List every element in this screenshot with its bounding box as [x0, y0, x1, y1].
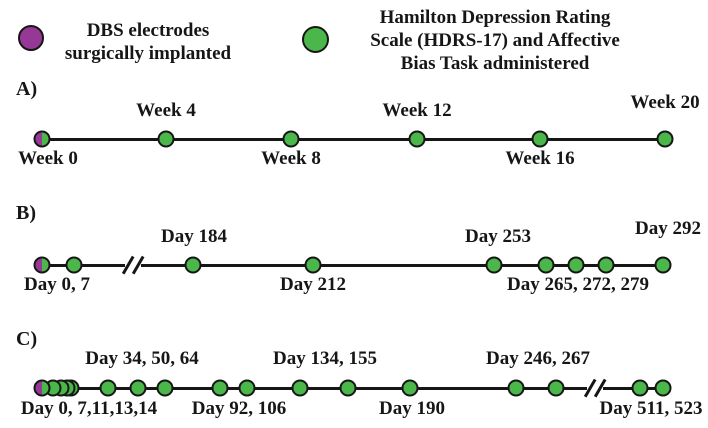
marker-assessment-day-212 — [304, 256, 322, 274]
marker-assessment-day-134 — [291, 379, 309, 397]
implant-legend-icon — [18, 25, 44, 51]
timepoint-label-c-3: Day 0, 7,11,13,14 — [20, 398, 158, 419]
marker-implant-and-assessment-day-0 — [33, 379, 51, 397]
legend-label-assessment: Hamilton Depression Rating Scale (HDRS-1… — [340, 6, 650, 75]
timeline-break-gap-b — [125, 260, 141, 270]
marker-assessment-day-267 — [547, 379, 565, 397]
timepoint-label-b-1: Day 253 — [465, 226, 531, 247]
assessment-legend-icon — [302, 26, 329, 53]
timepoint-label-a-1: Week 12 — [382, 100, 452, 121]
marker-implant-and-assessment-week-0 — [33, 130, 51, 148]
marker-assessment-day-92 — [211, 379, 229, 397]
marker-assessment-day-265 — [537, 256, 555, 274]
marker-assessment-day-190 — [401, 379, 419, 397]
timepoint-label-c-5: Day 190 — [379, 398, 445, 419]
timepoint-label-b-5: Day 265, 272, 279 — [507, 274, 649, 295]
timepoint-label-a-3: Week 0 — [18, 148, 78, 169]
legend-label-assessment-line1: Hamilton Depression Rating — [379, 7, 611, 28]
marker-assessment-day-279 — [597, 256, 615, 274]
timeline-a — [42, 137, 666, 141]
marker-assessment-day-272 — [567, 256, 585, 274]
marker-assessment-day-253 — [485, 256, 503, 274]
timepoint-label-a-5: Week 16 — [505, 148, 575, 169]
marker-assessment-week-12 — [408, 130, 426, 148]
marker-assessment-day-184 — [184, 256, 202, 274]
panel-label-c: C) — [16, 328, 38, 350]
marker-assessment-day-155 — [339, 379, 357, 397]
panel-label-a: A) — [16, 78, 38, 100]
marker-assessment-day-523 — [654, 379, 672, 397]
timepoint-label-a-2: Week 20 — [630, 92, 700, 113]
timepoint-label-c-6: Day 511, 523 — [599, 398, 703, 419]
timepoint-label-a-4: Week 8 — [261, 148, 321, 169]
legend-label-implant-line1: DBS electrodes — [86, 20, 210, 41]
timepoint-label-b-2: Day 292 — [635, 218, 701, 239]
timepoint-label-b-4: Day 212 — [280, 274, 346, 295]
marker-assessment-day-64 — [156, 379, 174, 397]
marker-assessment-week-4 — [157, 130, 175, 148]
marker-assessment-week-16 — [531, 130, 549, 148]
marker-assessment-day-292 — [654, 256, 672, 274]
legend-label-implant-line2: surgically implanted — [64, 43, 232, 64]
timeline-b — [42, 263, 664, 267]
timepoint-label-b-0: Day 184 — [161, 226, 227, 247]
timepoint-label-c-2: Day 246, 267 — [486, 348, 590, 369]
marker-implant-and-assessment-day-0 — [33, 256, 51, 274]
marker-assessment-day-50 — [129, 379, 147, 397]
marker-assessment-day-7 — [65, 256, 83, 274]
timepoint-label-c-4: Day 92, 106 — [191, 398, 287, 419]
timeline-break-gap-c — [587, 383, 603, 393]
marker-assessment-day-34 — [99, 379, 117, 397]
legend-label-assessment-line2: Scale (HDRS-17) and Affective — [370, 30, 620, 51]
timepoint-label-a-0: Week 4 — [136, 100, 196, 121]
marker-assessment-day-511 — [631, 379, 649, 397]
timepoint-label-b-3: Day 0, 7 — [24, 274, 90, 295]
panel-label-b: B) — [16, 202, 36, 224]
marker-assessment-day-246 — [507, 379, 525, 397]
legend-label-assessment-line3: Bias Task administered — [400, 53, 590, 74]
timepoint-label-c-1: Day 134, 155 — [273, 348, 377, 369]
marker-assessment-week-8 — [282, 130, 300, 148]
marker-assessment-week-20 — [656, 130, 674, 148]
legend-label-implant: DBS electrodes surgically implanted — [50, 19, 246, 65]
timepoint-label-c-0: Day 34, 50, 64 — [85, 348, 199, 369]
marker-assessment-day-106 — [238, 379, 256, 397]
